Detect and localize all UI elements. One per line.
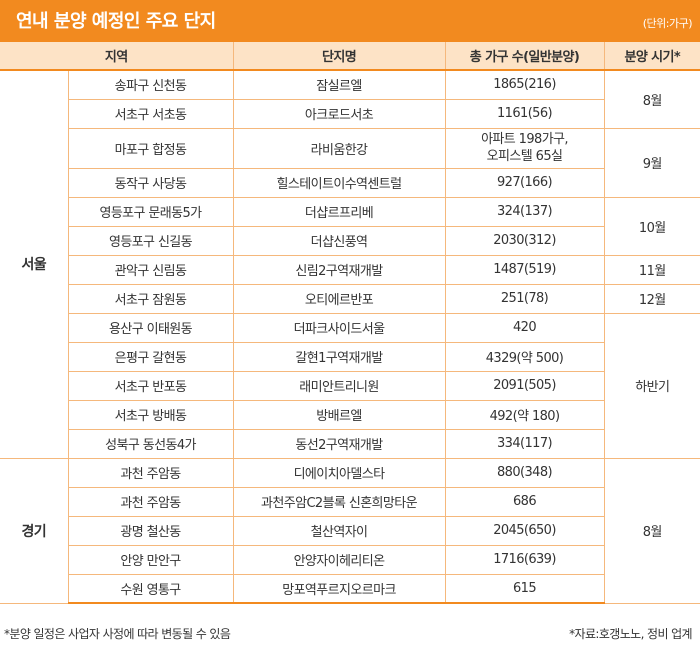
district-cell: 송파구 신천동 — [67, 69, 234, 100]
unit-label: (단위:가구) — [642, 17, 693, 30]
complex-cell: 더샵르프리베 — [232, 196, 446, 227]
header-period: 분양 시기* — [603, 40, 700, 71]
district-cell: 서초구 잠원동 — [67, 283, 234, 314]
district-cell: 관악구 신림동 — [67, 254, 234, 285]
period-cell: 9월 — [603, 127, 700, 198]
table-row: 성북구 동선동4가 동선2구역재개발 334(117) — [0, 428, 700, 459]
source-note: *자료:호갱노노, 정비 업계 — [569, 627, 692, 641]
period-cell: 8월 — [603, 457, 700, 604]
region-gyeonggi: 경기 — [0, 457, 69, 604]
complex-cell: 방배르엘 — [232, 399, 446, 430]
complex-cell: 신림2구역재개발 — [232, 254, 446, 285]
units-cell: 251(78) — [444, 283, 605, 314]
units-cell: 420 — [444, 312, 605, 343]
table-row: 마포구 합정동 라비움한강 아파트 198가구, 오피스텔 65실 9월 — [0, 127, 700, 198]
header-region: 지역 — [0, 40, 234, 71]
district-cell: 마포구 합정동 — [67, 127, 234, 169]
complex-cell: 철산역자이 — [232, 515, 446, 546]
district-cell: 영등포구 신길동 — [67, 225, 234, 256]
period-cell: 10월 — [603, 196, 700, 256]
table-row: 광명 철산동 철산역자이 2045(650) — [0, 515, 700, 546]
units-cell: 615 — [444, 573, 605, 604]
units-cell: 334(117) — [444, 428, 605, 459]
table-row: 관악구 신림동 신림2구역재개발 1487(519) 11월 — [0, 254, 700, 285]
table-row: 안양 만안구 안양자이헤리티온 1716(639) — [0, 544, 700, 575]
district-cell: 광명 철산동 — [67, 515, 234, 546]
complex-cell: 과천주암C2블록 신혼희망타운 — [232, 486, 446, 517]
units-line-officetel: 오피스텔 65실 — [486, 149, 563, 164]
units-cell: 2091(505) — [444, 370, 605, 401]
units-cell: 492(약 180) — [444, 399, 605, 430]
complex-cell: 힐스테이트이수역센트럴 — [232, 167, 446, 198]
complex-cell: 안양자이헤리티온 — [232, 544, 446, 575]
district-cell: 수원 영통구 — [67, 573, 234, 604]
complex-cell: 아크로드서초 — [232, 98, 446, 129]
table-row: 서초구 방배동 방배르엘 492(약 180) — [0, 399, 700, 430]
district-cell: 과천 주암동 — [67, 486, 234, 517]
district-cell: 성북구 동선동4가 — [67, 428, 234, 459]
district-cell: 서초구 서초동 — [67, 98, 234, 129]
units-cell: 686 — [444, 486, 605, 517]
complex-cell: 더파크사이드서울 — [232, 312, 446, 343]
table-row: 경기 과천 주암동 디에이치아델스타 880(348) 8월 — [0, 457, 700, 604]
units-cell: 4329(약 500) — [444, 341, 605, 372]
table-row: 서초구 잠원동 오티에르반포 251(78) 12월 — [0, 283, 700, 314]
complex-cell: 잠실르엘 — [232, 69, 446, 100]
complex-cell: 갈현1구역재개발 — [232, 341, 446, 372]
district-cell: 영등포구 문래동5가 — [67, 196, 234, 227]
units-cell: 아파트 198가구, 오피스텔 65실 — [444, 127, 605, 169]
complex-table: 지역 단지명 총 가구 수(일반분양) 분양 시기* 서울 송파구 신천동 잠실… — [0, 40, 700, 604]
period-cell: 12월 — [603, 283, 700, 314]
table-row: 동작구 사당동 힐스테이트이수역센트럴 927(166) — [0, 167, 700, 198]
region-seoul: 서울 — [0, 69, 69, 459]
complex-cell: 디에이치아델스타 — [232, 457, 446, 488]
period-cell: 8월 — [603, 69, 700, 129]
complex-cell: 더샵신풍역 — [232, 225, 446, 256]
district-cell: 동작구 사당동 — [67, 167, 234, 198]
units-cell: 1865(216) — [444, 69, 605, 100]
complex-cell: 오티에르반포 — [232, 283, 446, 314]
table-header-row: 지역 단지명 총 가구 수(일반분양) 분양 시기* — [0, 40, 700, 71]
units-cell: 2045(650) — [444, 515, 605, 546]
units-cell: 1161(56) — [444, 98, 605, 129]
table-row: 영등포구 문래동5가 더샵르프리베 324(137) 10월 — [0, 196, 700, 256]
district-cell: 안양 만안구 — [67, 544, 234, 575]
table-row: 용산구 이태원동 더파크사이드서울 420 하반기 — [0, 312, 700, 459]
header-units: 총 가구 수(일반분양) — [444, 40, 605, 71]
complex-cell: 래미안트리니원 — [232, 370, 446, 401]
table-row: 서초구 서초동 아크로드서초 1161(56) — [0, 98, 700, 129]
complex-cell: 망포역푸르지오르마크 — [232, 573, 446, 604]
district-cell: 용산구 이태원동 — [67, 312, 234, 343]
district-cell: 과천 주암동 — [67, 457, 234, 488]
schedule-footnote: *분양 일정은 사업자 사정에 따라 변동될 수 있음 — [4, 627, 231, 641]
units-cell: 2030(312) — [444, 225, 605, 256]
table-row: 은평구 갈현동 갈현1구역재개발 4329(약 500) — [0, 341, 700, 372]
district-cell: 은평구 갈현동 — [67, 341, 234, 372]
units-cell: 880(348) — [444, 457, 605, 488]
units-cell: 1487(519) — [444, 254, 605, 285]
table-row: 영등포구 신길동 더샵신풍역 2030(312) — [0, 225, 700, 256]
table-row: 서초구 반포동 래미안트리니원 2091(505) — [0, 370, 700, 401]
table-row: 과천 주암동 과천주암C2블록 신혼희망타운 686 — [0, 486, 700, 517]
period-cell: 11월 — [603, 254, 700, 285]
header-complex: 단지명 — [232, 40, 446, 71]
period-cell: 하반기 — [603, 312, 700, 459]
units-cell: 1716(639) — [444, 544, 605, 575]
units-line-apartment: 아파트 198가구, — [481, 132, 568, 147]
district-cell: 서초구 방배동 — [67, 399, 234, 430]
table-row: 수원 영통구 망포역푸르지오르마크 615 — [0, 573, 700, 604]
page-title: 연내 분양 예정인 주요 단지 — [16, 11, 216, 32]
units-cell: 324(137) — [444, 196, 605, 227]
table-row: 서울 송파구 신천동 잠실르엘 1865(216) 8월 — [0, 69, 700, 459]
title-bar: 연내 분양 예정인 주요 단지 (단위:가구) — [0, 0, 700, 40]
district-cell: 서초구 반포동 — [67, 370, 234, 401]
complex-cell: 동선2구역재개발 — [232, 428, 446, 459]
complex-cell: 라비움한강 — [232, 127, 446, 169]
units-cell: 927(166) — [444, 167, 605, 198]
